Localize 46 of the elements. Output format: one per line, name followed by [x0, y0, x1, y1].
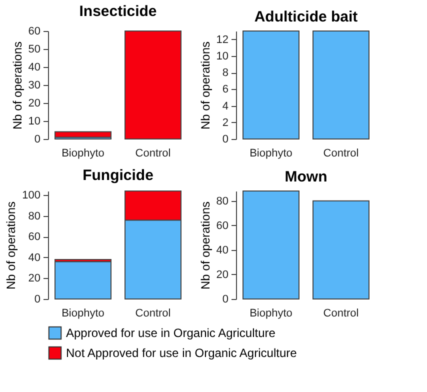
- x-tick-label: Control: [135, 308, 171, 320]
- bar: [54, 261, 112, 300]
- chart-title: Adulticide bait: [254, 8, 358, 26]
- chart-title: Insecticide: [79, 3, 157, 20]
- y-tick-label: 30: [28, 80, 40, 92]
- y-tick-label: 40: [28, 252, 40, 264]
- y-tick-label: 20: [28, 98, 40, 110]
- x-tick-label: Biophyto: [62, 308, 104, 320]
- y-tick-label: 2: [222, 116, 228, 129]
- y-tick-label: 4: [222, 100, 228, 112]
- y-axis-title: Nb of operations: [4, 201, 18, 290]
- y-tick-label: 8: [222, 67, 228, 80]
- y-tick-label: 0: [222, 134, 228, 146]
- y-tick-label: 80: [28, 210, 40, 222]
- x-tick-label: Biophyto: [62, 148, 104, 160]
- bar: [54, 131, 112, 138]
- y-axis-title: Nb of operations: [10, 41, 24, 130]
- y-tick-label: 100: [22, 190, 40, 202]
- y-tick-label: 12: [216, 34, 228, 46]
- legend-label: Not Approved for use in Organic Agriculture: [66, 346, 298, 360]
- y-tick-label: 10: [216, 50, 228, 62]
- y-tick-label: 20: [216, 268, 228, 281]
- y-tick-label: 10: [28, 116, 40, 128]
- x-tick-label: Control: [323, 308, 359, 320]
- y-tick-label: 80: [216, 195, 228, 208]
- legend-label: Approved for use in Organic Agriculture: [66, 326, 276, 340]
- y-tick-label: 0: [34, 134, 40, 146]
- y-tick-label: 50: [28, 44, 40, 56]
- y-tick-label: 6: [222, 84, 228, 96]
- y-axis-title: Nb of operations: [198, 41, 212, 130]
- x-tick-label: Control: [135, 148, 171, 160]
- y-tick-label: 0: [34, 294, 40, 306]
- y-axis-title: Nb of operations: [198, 201, 212, 290]
- y-tick-label: 60: [28, 231, 40, 244]
- y-tick-label: 40: [216, 244, 228, 256]
- y-tick-label: 20: [28, 272, 40, 285]
- y-tick-label: 40: [28, 62, 40, 74]
- x-tick-label: Biophyto: [250, 148, 292, 160]
- y-tick-label: 60: [216, 220, 228, 232]
- y-tick-label: 0: [222, 294, 228, 306]
- chart-title: Mown: [284, 168, 328, 186]
- chart-title: Fungicide: [82, 167, 154, 184]
- y-tick-label: 60: [28, 26, 40, 38]
- x-tick-label: Control: [323, 148, 359, 160]
- bar: [124, 30, 182, 140]
- x-tick-label: Biophyto: [250, 308, 292, 320]
